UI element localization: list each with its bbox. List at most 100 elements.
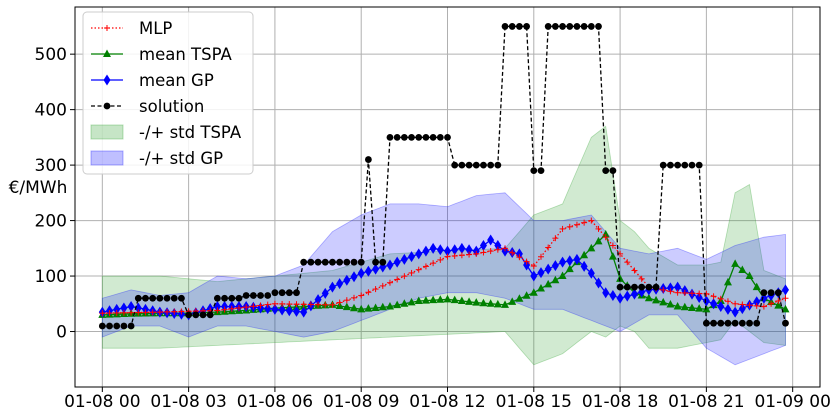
x-tick-label: 01-08 21 (668, 392, 744, 412)
legend-label: -/+ std GP (139, 149, 223, 168)
gp-point (278, 304, 286, 316)
solution-point (307, 258, 315, 266)
mlp-point (415, 266, 422, 273)
mlp-point (379, 282, 386, 289)
solution-point (343, 258, 351, 266)
mlp-point (171, 308, 178, 315)
solution-point (508, 23, 516, 30)
tspa-point (385, 302, 394, 310)
solution-point (235, 294, 243, 302)
mlp-point (430, 260, 437, 267)
tspa-point (515, 294, 524, 302)
y-tick-label: 500 (35, 45, 67, 65)
mlp-point (293, 301, 300, 308)
mlp-point (768, 300, 775, 307)
gp-point (444, 245, 451, 257)
solution-point (213, 294, 221, 302)
tspa-point (644, 293, 653, 302)
solution-point (573, 23, 581, 30)
x-tick-label: 01-08 06 (237, 392, 313, 412)
mlp-point (279, 300, 286, 307)
tspa-point (587, 243, 596, 252)
mlp-point (164, 308, 171, 315)
mlp-point (667, 288, 674, 295)
solution-point (710, 319, 717, 327)
gp-point (120, 302, 128, 314)
tspa-point (371, 303, 380, 311)
solution-point (242, 292, 250, 299)
x-tick-label: 01-09 00 (754, 392, 830, 412)
legend: MLP mean TSPA mean GP solution -/+ std TSPA -… (82, 11, 254, 175)
tspa-point (421, 296, 430, 304)
solution-point (659, 161, 667, 169)
solution-point (350, 258, 358, 266)
mlp-point (753, 302, 760, 309)
solution-point (774, 289, 782, 297)
solution-point (113, 322, 121, 330)
series-mlp (99, 217, 789, 317)
gp-point (429, 242, 437, 254)
tspa-point (429, 295, 438, 304)
gp-point (350, 271, 358, 283)
tspa-point (393, 300, 402, 309)
solution-point (379, 258, 387, 266)
mlp-point (458, 252, 465, 259)
gp-point (343, 274, 351, 286)
mlp-point (336, 299, 343, 306)
mlp-point (638, 275, 645, 282)
mlp-point (386, 279, 393, 286)
tspa-point (457, 296, 466, 305)
tspa-point (652, 295, 661, 304)
solution-point (199, 311, 207, 319)
mlp-point (530, 263, 537, 270)
solution-point (559, 23, 566, 30)
gp-point (559, 256, 567, 268)
tspa-point (357, 304, 366, 313)
solution-point (458, 161, 466, 169)
tspa-point (501, 300, 510, 308)
mlp-point (523, 258, 530, 265)
solution-point (321, 258, 329, 266)
mlp-point (365, 289, 372, 296)
mlp-point (674, 289, 681, 296)
solution-point (221, 294, 228, 302)
solution-point (738, 319, 746, 327)
mlp-point (732, 300, 739, 307)
solution-point (408, 133, 415, 141)
solution-point (149, 294, 157, 302)
mlp-point (372, 286, 379, 293)
solution-point (429, 133, 437, 141)
mlp-point (437, 256, 444, 263)
solution-point (142, 294, 149, 302)
gp-point (285, 305, 293, 317)
solution-point (609, 167, 617, 175)
solution-point (271, 289, 279, 297)
legend-label: mean TSPA (139, 45, 232, 64)
solution-point (257, 292, 264, 299)
mlp-point (760, 303, 767, 310)
gp-point (494, 240, 502, 252)
solution-point (731, 319, 739, 327)
gp-point (415, 248, 423, 260)
solution-point (717, 319, 725, 327)
solution-point (587, 23, 595, 30)
mlp-point (142, 309, 149, 316)
solution-point (228, 294, 236, 302)
solution-point (487, 161, 495, 169)
mlp-point (473, 250, 480, 257)
legend-box (82, 11, 254, 175)
mlp-point (746, 302, 753, 309)
mlp-point (351, 294, 358, 301)
mlp-point (315, 301, 322, 308)
solution-point (393, 133, 401, 141)
solution-point (329, 258, 336, 266)
gp-point (451, 244, 459, 256)
mlp-point (257, 302, 264, 309)
mlp-point (401, 273, 408, 280)
gp-point (357, 267, 365, 279)
mlp-point (135, 309, 142, 316)
legend-swatch--std-tspa (90, 124, 124, 140)
mlp-point (710, 293, 717, 300)
solution-point (264, 292, 272, 299)
